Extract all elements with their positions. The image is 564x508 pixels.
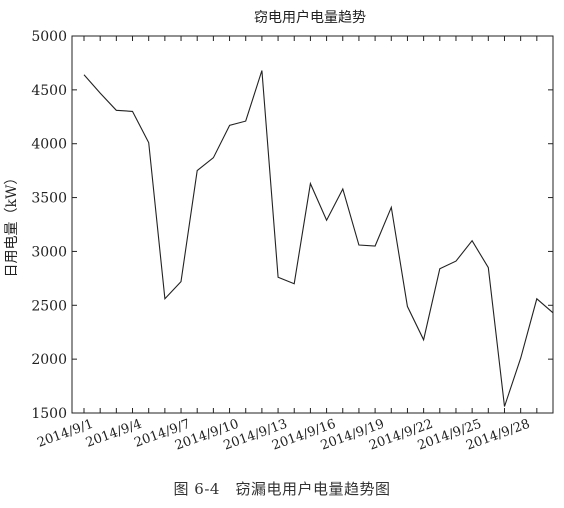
y-tick-label: 2000 — [31, 352, 67, 368]
data-point — [471, 239, 474, 242]
data-point — [277, 276, 280, 279]
data-point — [260, 69, 263, 72]
data-point — [180, 280, 183, 283]
data-point — [487, 266, 490, 269]
y-tick-label: 4000 — [31, 137, 67, 153]
data-point — [374, 245, 377, 248]
data-point — [406, 305, 409, 308]
data-point — [293, 282, 296, 285]
data-point — [357, 243, 360, 246]
data-point — [454, 260, 457, 263]
figure-caption: 图 6-4 窃漏电用户电量趋势图 — [0, 478, 564, 499]
chart-title: 窃电用户电量趋势 — [254, 9, 366, 26]
data-point — [228, 124, 231, 127]
y-axis-label: 日用电量（kW） — [4, 171, 20, 278]
data-point — [83, 73, 86, 76]
y-tick-label: 3500 — [31, 191, 67, 207]
series-line — [84, 71, 553, 407]
data-point — [503, 405, 506, 408]
data-point — [196, 169, 199, 172]
data-point — [115, 109, 118, 112]
y-tick-label: 3000 — [31, 244, 67, 260]
data-point — [390, 206, 393, 209]
data-point — [422, 338, 425, 341]
y-tick-label: 5000 — [31, 29, 67, 45]
data-point — [244, 120, 247, 123]
data-point — [212, 156, 215, 159]
data-point — [99, 92, 102, 95]
data-point — [163, 297, 166, 300]
data-point — [535, 297, 538, 300]
y-tick-label: 1500 — [31, 406, 67, 422]
y-tick-label: 4500 — [31, 83, 67, 99]
data-point — [325, 219, 328, 222]
data-point — [519, 357, 522, 360]
plot-frame — [72, 36, 553, 413]
data-point — [147, 141, 150, 144]
data-point — [552, 311, 555, 314]
data-point — [438, 267, 441, 270]
data-point — [131, 110, 134, 113]
data-point — [309, 182, 312, 185]
data-point — [341, 187, 344, 190]
y-tick-label: 2500 — [31, 298, 67, 314]
